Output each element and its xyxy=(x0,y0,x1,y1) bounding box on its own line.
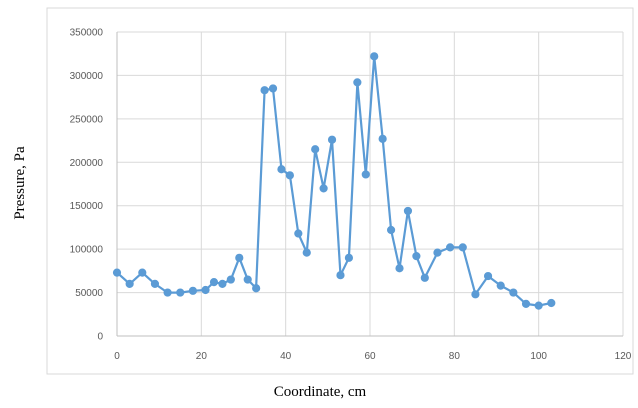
data-point xyxy=(386,225,396,235)
y-axis-title: Pressure, Pa xyxy=(12,146,28,220)
axes xyxy=(116,32,623,337)
x-tick-label: 100 xyxy=(530,351,547,362)
data-point xyxy=(268,84,278,93)
y-tick-label: 250000 xyxy=(70,114,104,125)
x-tick-label: 60 xyxy=(364,351,376,362)
data-point xyxy=(285,171,294,180)
y-tick-label: 200000 xyxy=(70,158,104,169)
data-point xyxy=(521,299,531,308)
y-tick-label: 350000 xyxy=(70,28,104,39)
x-tick-label: 0 xyxy=(114,351,120,362)
data-point xyxy=(226,275,235,284)
data-point xyxy=(509,288,518,297)
data-point xyxy=(125,279,134,288)
series-layer xyxy=(112,52,556,310)
data-point xyxy=(302,248,311,257)
data-point xyxy=(176,288,185,297)
data-point xyxy=(327,135,337,144)
data-point xyxy=(294,229,303,238)
data-point xyxy=(235,253,244,262)
tick-labels: 0 50000 100000 150000 200000 250000 300000 3500… xyxy=(70,28,632,363)
data-point xyxy=(201,285,210,295)
data-point xyxy=(319,184,328,193)
data-point xyxy=(188,286,197,295)
data-point xyxy=(446,243,455,252)
data-point xyxy=(458,243,467,252)
data-point xyxy=(547,298,556,308)
data-point xyxy=(395,264,404,273)
x-tick-label: 40 xyxy=(280,351,292,362)
chart-area-border xyxy=(46,7,634,375)
y-tick-label: 300000 xyxy=(70,71,104,82)
data-point xyxy=(353,78,362,87)
data-point xyxy=(483,271,493,281)
x-axis-title: Coordinate, cm xyxy=(274,384,367,400)
data-point xyxy=(277,165,286,174)
data-point xyxy=(163,288,172,297)
data-point xyxy=(112,268,122,277)
data-point xyxy=(336,271,345,280)
data-point xyxy=(150,279,160,288)
data-point xyxy=(534,301,543,310)
data-point xyxy=(218,279,227,288)
data-point xyxy=(403,206,413,216)
y-tick-label: 100000 xyxy=(70,245,104,256)
y-tick-label: 0 xyxy=(97,332,103,343)
data-point xyxy=(252,284,261,293)
data-point xyxy=(311,145,320,154)
data-point xyxy=(496,281,505,290)
y-tick-label: 50000 xyxy=(75,288,103,299)
data-point xyxy=(209,278,219,287)
data-point xyxy=(420,273,429,282)
x-tick-label: 80 xyxy=(449,351,461,362)
x-tick-label: 120 xyxy=(615,351,632,362)
y-tick-label: 150000 xyxy=(70,201,104,212)
data-point xyxy=(471,290,480,299)
data-point xyxy=(433,248,442,257)
data-point xyxy=(243,275,252,284)
x-tick-label: 20 xyxy=(196,351,208,362)
data-point xyxy=(370,52,379,61)
data-point xyxy=(412,251,421,261)
data-point xyxy=(361,170,370,179)
data-point xyxy=(260,86,269,95)
data-point xyxy=(344,253,354,262)
data-point xyxy=(378,134,387,143)
data-point xyxy=(138,268,147,277)
